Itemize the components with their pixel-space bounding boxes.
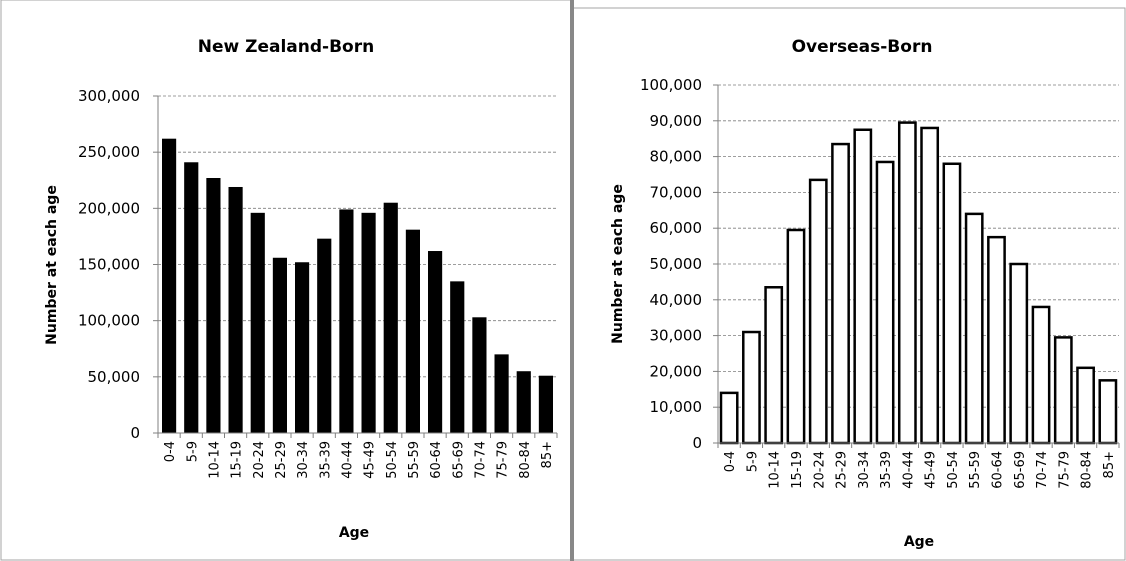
x-tick-label: 30-34 [857, 451, 872, 489]
x-tick-label: 45-49 [363, 441, 378, 479]
x-tick-label: 75-79 [1057, 451, 1072, 489]
y-axis-label: Number at each age [44, 185, 60, 345]
x-tick-label: 25-29 [835, 451, 850, 489]
y-tick-label: 10,000 [650, 398, 703, 416]
x-tick-label: 50-54 [385, 441, 400, 479]
x-tick-label: 70-74 [1035, 451, 1050, 489]
bar-45-49 [920, 126, 940, 445]
bar-80-84 [1076, 366, 1095, 445]
bar-30-34 [295, 262, 310, 433]
bar-70-74 [1031, 305, 1051, 445]
y-tick-label: 30,000 [650, 327, 703, 345]
bar-85+ [538, 375, 553, 433]
y-tick-label: 90,000 [650, 112, 703, 130]
y-tick-label: 50,000 [88, 368, 141, 386]
y-tick-label: 150,000 [78, 256, 140, 274]
bar-0-4 [719, 391, 739, 445]
chart-overseas-born: Overseas-Born Number at each age Age 0 10… [610, 37, 1120, 550]
x-tick-label: 35-39 [879, 451, 894, 489]
x-tick-label: 5-9 [745, 451, 760, 472]
y-tick-label: 0 [130, 424, 140, 442]
chart-new-zealand-born: New Zealand-Born Number at each age Age … [44, 37, 558, 541]
x-tick-label: 80-84 [518, 441, 533, 479]
bar-40-44 [339, 209, 354, 433]
y-tick-label: 100,000 [78, 312, 140, 330]
y-tick-label: 70,000 [650, 183, 703, 201]
bar-30-34 [853, 128, 873, 445]
x-tick-label: 10-14 [768, 451, 783, 489]
y-tick-label: 100,000 [640, 76, 702, 94]
x-tick-label: 85+ [540, 441, 555, 468]
bar-45-49 [361, 212, 376, 433]
x-tick-label: 15-19 [790, 451, 805, 489]
x-tick-label: 65-69 [1013, 451, 1028, 489]
y-tick-label: 80,000 [650, 148, 703, 166]
bar-25-29 [831, 142, 850, 445]
bar-20-24 [808, 178, 828, 445]
x-axis-label: Age [339, 525, 369, 541]
bar-5-9 [184, 162, 199, 433]
bar-15-19 [786, 228, 806, 445]
chart-title: New Zealand-Born [198, 37, 374, 57]
x-tick-label: 50-54 [946, 451, 961, 489]
y-tick-label: 200,000 [78, 199, 140, 217]
bar-85+ [1098, 379, 1118, 445]
bar-65-69 [1009, 262, 1029, 445]
bar-75-79 [494, 354, 509, 433]
x-tick-label: 5-9 [185, 441, 200, 462]
chart-title: Overseas-Born [792, 37, 933, 57]
bar-25-29 [272, 257, 287, 433]
bar-20-24 [250, 212, 265, 433]
bar-50-54 [383, 202, 398, 433]
x-tick-label: 0-4 [163, 441, 178, 462]
bar-5-9 [742, 330, 761, 445]
bar-10-14 [206, 178, 221, 433]
bar-50-54 [942, 162, 962, 445]
y-tick-label: 20,000 [650, 362, 703, 380]
x-tick-label: 40-44 [901, 451, 916, 489]
y-tick-label: 50,000 [650, 255, 703, 273]
x-tick-label: 35-39 [318, 441, 333, 479]
x-tick-label: 10-14 [207, 441, 222, 479]
x-axis-label: Age [904, 534, 934, 550]
bar-60-64 [987, 235, 1006, 445]
bar-80-84 [516, 371, 531, 433]
y-tick-label: 0 [692, 434, 702, 452]
x-tick-label: 45-49 [924, 451, 939, 489]
x-tick-label: 55-59 [968, 451, 983, 489]
x-tick-label: 80-84 [1080, 451, 1095, 489]
bar-75-79 [1053, 336, 1073, 445]
y-tick-label: 40,000 [650, 291, 703, 309]
x-tick-label: 20-24 [252, 441, 267, 479]
bar-70-74 [472, 317, 487, 433]
x-tick-label: 85+ [1102, 451, 1117, 478]
bar-35-39 [317, 238, 332, 433]
x-tick-label: 70-74 [473, 441, 488, 479]
y-tick-label: 60,000 [650, 219, 703, 237]
x-tick-label: 75-79 [496, 441, 511, 479]
x-tick-label: 30-34 [296, 441, 311, 479]
bar-35-39 [875, 160, 895, 445]
x-tick-label: 0-4 [723, 451, 738, 472]
y-axis-label: Number at each age [610, 184, 626, 344]
x-tick-label: 60-64 [990, 451, 1005, 489]
x-tick-label: 60-64 [429, 441, 444, 479]
x-tick-label: 20-24 [812, 451, 827, 489]
bar-55-59 [964, 212, 984, 445]
bar-10-14 [764, 286, 784, 445]
y-tick-label: 250,000 [78, 143, 140, 161]
x-tick-label: 25-29 [274, 441, 289, 479]
x-tick-label: 65-69 [451, 441, 466, 479]
bar-60-64 [428, 251, 443, 433]
bar-0-4 [162, 138, 177, 434]
y-tick-label: 300,000 [78, 87, 140, 105]
x-tick-label: 15-19 [230, 441, 245, 479]
bar-40-44 [897, 121, 917, 445]
x-tick-label: 55-59 [407, 441, 422, 479]
x-tick-label: 40-44 [340, 441, 355, 479]
bar-15-19 [228, 186, 243, 433]
bar-55-59 [405, 229, 420, 433]
bar-65-69 [450, 281, 465, 433]
